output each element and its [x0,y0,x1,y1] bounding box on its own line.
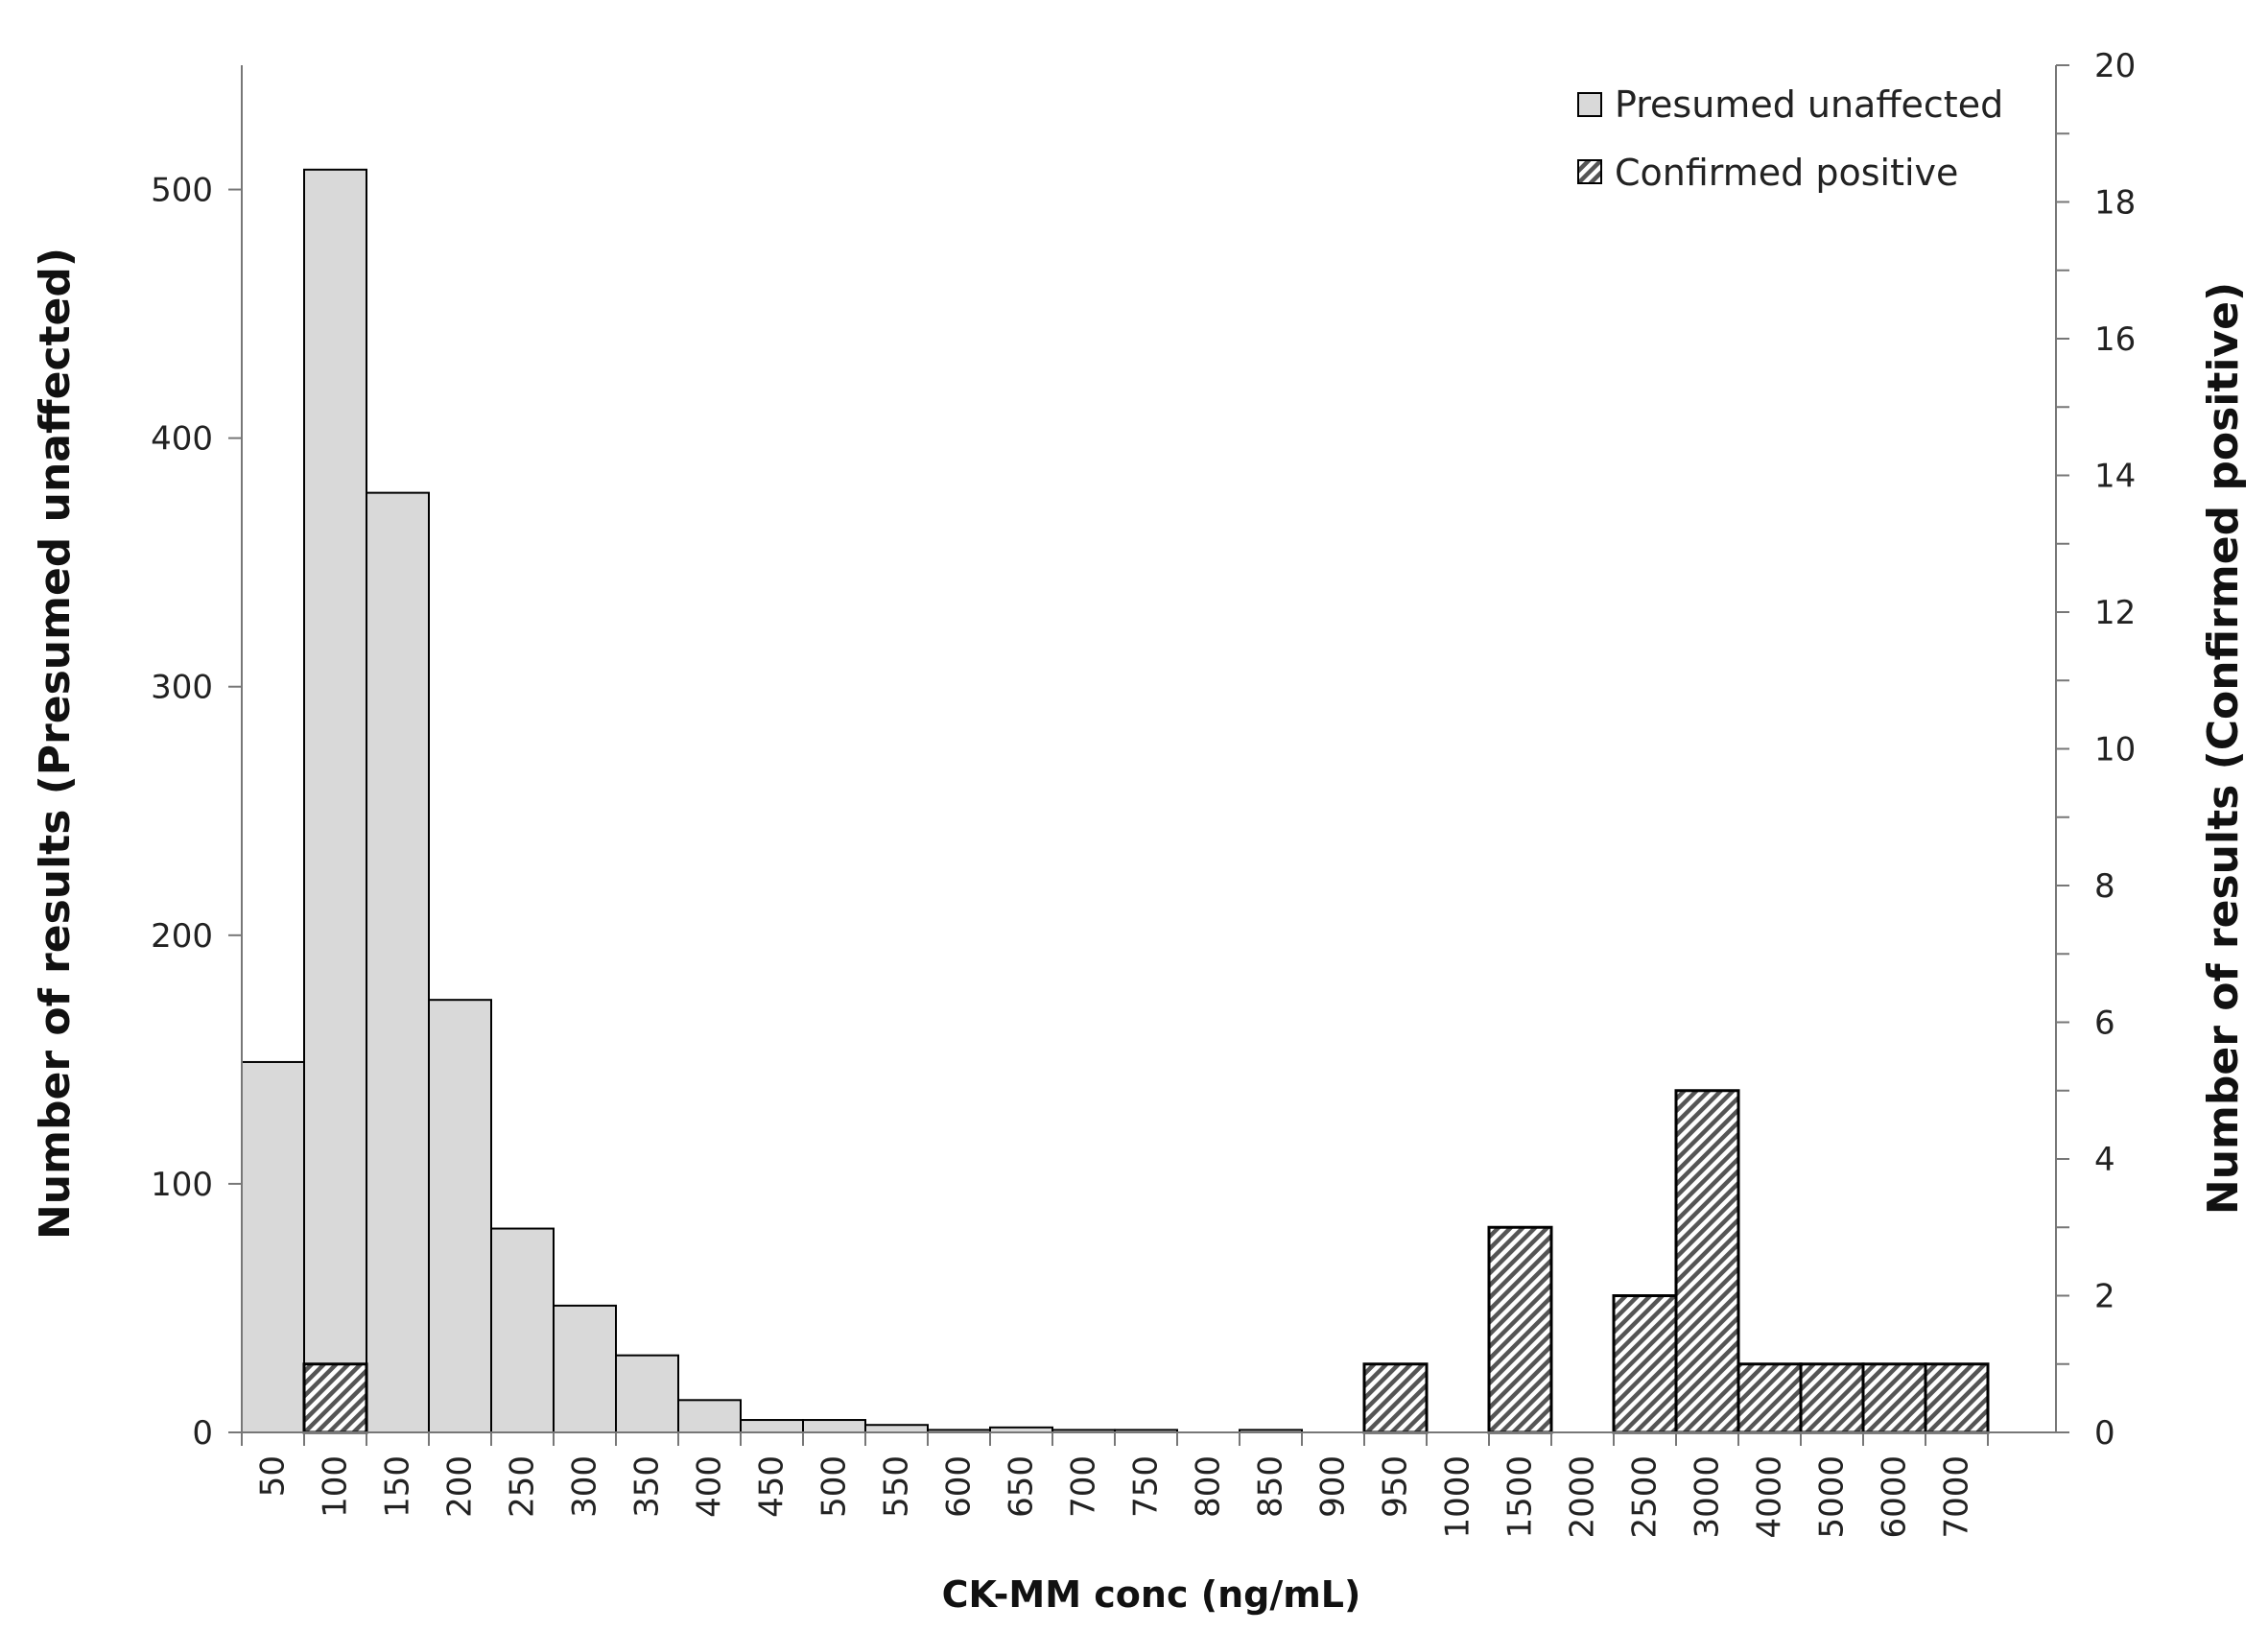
x-tick-label: 900 [1314,1455,1353,1518]
x-tick-label: 500 [815,1455,854,1518]
legend-label-confirmed-positive: Confirmed positive [1615,152,1958,194]
bar-confirmed-positive-7000 [1924,1362,1990,1434]
legend: Presumed unaffected Confirmed positive [1577,83,2003,194]
y2-tick-label: 10 [2094,731,2136,769]
x-tick-label: 450 [753,1455,791,1518]
bar-confirmed-positive-5000 [1799,1362,1865,1434]
y-tick-labels: 0 100 200 300 400 500 [151,172,213,1453]
legend-label-presumed-unaffected: Presumed unaffected [1615,83,2003,126]
y2-axis-title: Number of results (Confirmed positive) [2199,282,2248,1215]
bar-presumed-unaffected-400 [677,1399,742,1434]
x-tick-label: 550 [878,1455,916,1518]
x-tick-label: 3000 [1689,1455,1727,1539]
bar-presumed-unaffected-100 [303,168,367,1433]
x-tick-label: 650 [1003,1455,1041,1518]
y-tick-label: 200 [151,917,213,956]
bar-presumed-unaffected-500 [802,1419,866,1433]
y-tick-label: 500 [151,172,213,210]
bar-confirmed-positive-950 [1362,1362,1429,1434]
bar-confirmed-positive-3000 [1674,1089,1740,1434]
x-tick-label: 700 [1065,1455,1103,1518]
x-tick-label: 950 [1377,1455,1415,1518]
y-axis-title: Number of results (Presumed unaffected) [31,248,80,1240]
bar-confirmed-positive-1500 [1487,1225,1553,1434]
bar-presumed-unaffected-50 [241,1060,305,1434]
x-tick-label: 350 [628,1455,667,1518]
x-tick-labels: 50 100 150 200 250 300 350 400 450 500 550 600 650 70… [254,1455,1976,1539]
x-tick-label: 4000 [1751,1455,1789,1539]
y2-tick-label: 4 [2094,1141,2115,1179]
y2-tick-label: 6 [2094,1005,2115,1043]
x-tick-label: 2000 [1564,1455,1602,1539]
y2-tick-label: 14 [2094,458,2136,496]
bar-presumed-unaffected-350 [615,1354,679,1433]
bar-presumed-unaffected-200 [428,999,492,1433]
x-tick-label: 750 [1127,1455,1166,1518]
y2-tick-label: 16 [2094,320,2136,359]
x-tick-label: 600 [940,1455,979,1518]
legend-swatch-confirmed-positive [1577,159,1602,184]
x-tick-label: 800 [1190,1455,1228,1518]
bar-confirmed-positive-100 [302,1362,368,1434]
y-tick-label: 0 [192,1414,213,1453]
y2-tick-label: 8 [2094,867,2115,906]
y2-tick-label: 0 [2094,1414,2115,1453]
bar-presumed-unaffected-550 [864,1424,929,1434]
y2-tick-labels: 0 2 4 6 8 10 12 14 16 18 20 [2094,47,2136,1453]
x-tick-label: 250 [504,1455,542,1518]
bar-confirmed-positive-4000 [1736,1362,1803,1434]
bar-presumed-unaffected-300 [553,1304,617,1434]
x-tick-label: 200 [441,1455,480,1518]
x-tick-label: 100 [317,1455,355,1518]
y-tick-label: 300 [151,669,213,707]
x-tick-label: 150 [379,1455,417,1518]
x-tick-label: 5000 [1813,1455,1852,1539]
x-axis-title: CK-MM conc (ng/mL) [942,1573,1361,1616]
y2-tick-label: 2 [2094,1278,2115,1316]
x-tick-label: 850 [1252,1455,1290,1518]
bar-confirmed-positive-2500 [1612,1294,1678,1434]
legend-swatch-presumed-unaffected [1577,92,1602,117]
axes [228,64,2069,1446]
x-tick-label: 6000 [1876,1455,1914,1539]
x-tick-label: 2500 [1626,1455,1665,1539]
y2-tick-label: 12 [2094,594,2136,632]
x-tick-label: 1500 [1501,1455,1540,1539]
presumed-unaffected-bars [241,168,1303,1434]
x-tick-label: 1000 [1439,1455,1477,1539]
bar-confirmed-positive-6000 [1861,1362,1927,1434]
y2-tick-label: 20 [2094,47,2136,85]
y-tick-label: 400 [151,420,213,459]
y2-tick-label: 18 [2094,184,2136,223]
x-tick-label: 7000 [1938,1455,1976,1539]
x-tick-label: 50 [254,1455,293,1497]
bar-presumed-unaffected-450 [740,1419,804,1433]
x-tick-label: 300 [566,1455,604,1518]
y-tick-label: 100 [151,1166,213,1204]
bar-presumed-unaffected-150 [366,491,430,1433]
x-tick-label: 400 [691,1455,729,1518]
bar-presumed-unaffected-250 [490,1227,555,1433]
